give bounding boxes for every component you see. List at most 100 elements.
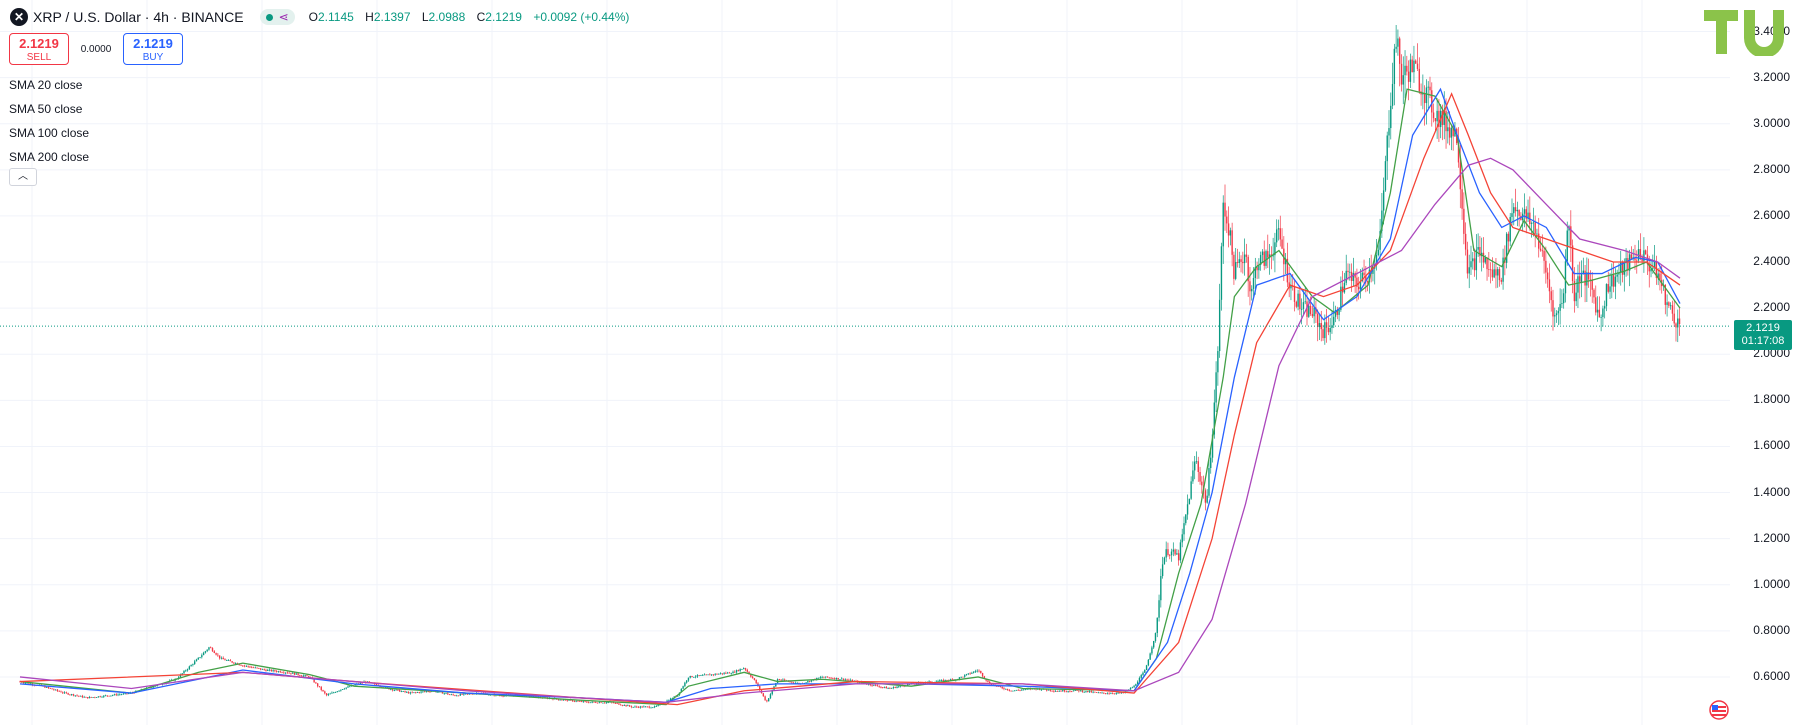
candle-body bbox=[1443, 110, 1445, 125]
candle-body bbox=[1206, 495, 1208, 503]
candle-body bbox=[1017, 689, 1019, 691]
sma-line-4[interactable] bbox=[19, 157, 1681, 703]
symbol-title[interactable]: XRP / U.S. Dollar · 4h · BINANCE bbox=[33, 9, 244, 25]
candle-body bbox=[1060, 690, 1062, 692]
candle-body bbox=[1441, 110, 1444, 125]
candle-body bbox=[46, 686, 48, 688]
candle-body bbox=[721, 673, 724, 675]
candle-body bbox=[445, 693, 447, 695]
candle-body bbox=[208, 647, 210, 650]
candle-body bbox=[324, 691, 326, 694]
candle-body bbox=[1183, 523, 1185, 535]
candle-body bbox=[1297, 293, 1299, 307]
sma-line-3[interactable] bbox=[19, 92, 1681, 706]
candle-body bbox=[152, 686, 155, 688]
candle-body bbox=[1056, 691, 1059, 692]
candle-body bbox=[1431, 90, 1433, 113]
candle-body bbox=[1345, 270, 1347, 283]
candle-body bbox=[1627, 258, 1629, 271]
candle-body bbox=[999, 686, 1002, 687]
candle-body bbox=[1003, 688, 1005, 690]
candle-body bbox=[1158, 600, 1160, 618]
candle-body bbox=[873, 684, 875, 686]
candle-body bbox=[723, 672, 725, 674]
candle-body bbox=[456, 695, 458, 697]
sell-button[interactable]: 2.1219 SELL bbox=[9, 33, 69, 65]
candle-body bbox=[775, 683, 777, 687]
candle-body bbox=[1664, 284, 1666, 305]
indicator-sma100[interactable]: SMA 100 close bbox=[9, 126, 90, 140]
candle-body bbox=[825, 676, 827, 678]
candle-body bbox=[256, 667, 258, 669]
candle-body bbox=[1409, 59, 1412, 82]
candle-body bbox=[1177, 553, 1180, 561]
candle-body bbox=[450, 694, 453, 696]
candle-body bbox=[217, 654, 219, 656]
candle-body bbox=[1445, 110, 1447, 132]
candle-body bbox=[318, 686, 321, 688]
candle-body bbox=[1192, 470, 1194, 482]
candle-body bbox=[108, 695, 110, 697]
candle-body bbox=[1179, 542, 1182, 561]
candle-body bbox=[306, 675, 308, 677]
candle-body bbox=[974, 671, 977, 672]
sma-line-2[interactable] bbox=[19, 87, 1681, 703]
candle-body bbox=[1154, 633, 1157, 641]
indicator-sma20[interactable]: SMA 20 close bbox=[9, 78, 83, 92]
candle-body bbox=[1482, 252, 1485, 263]
candle-body bbox=[1076, 690, 1078, 691]
candle-body bbox=[1586, 272, 1588, 286]
candle-body bbox=[965, 674, 968, 676]
candle-body bbox=[90, 696, 93, 698]
candle-body bbox=[79, 695, 82, 697]
candle-body bbox=[618, 703, 620, 705]
candle-body bbox=[361, 682, 363, 684]
candle-body bbox=[47, 686, 50, 688]
candle-body bbox=[1309, 305, 1312, 314]
candle-body bbox=[1573, 281, 1576, 302]
candle-body bbox=[78, 695, 80, 697]
candle-body bbox=[942, 679, 945, 682]
candle-body bbox=[637, 706, 640, 708]
indicator-sma50[interactable]: SMA 50 close bbox=[9, 102, 83, 116]
candle-body bbox=[703, 674, 706, 676]
candle-body bbox=[1299, 293, 1301, 310]
candle-body bbox=[630, 706, 633, 708]
us-flag-icon[interactable] bbox=[1708, 700, 1730, 720]
candle-body bbox=[411, 692, 413, 694]
candle-body bbox=[1561, 303, 1563, 304]
indicator-sma200[interactable]: SMA 200 close bbox=[9, 150, 90, 164]
candle-body bbox=[422, 691, 424, 693]
candle-body bbox=[277, 671, 280, 673]
buy-button[interactable]: 2.1219 BUY bbox=[123, 33, 183, 65]
tradingview-logo-icon[interactable] bbox=[1704, 10, 1792, 61]
candle-body bbox=[632, 706, 634, 708]
candle-body bbox=[1500, 280, 1502, 282]
collapse-legend-button[interactable]: ︿ bbox=[9, 168, 37, 186]
price-chart[interactable] bbox=[0, 0, 1730, 725]
sma-line-1[interactable] bbox=[19, 88, 1681, 706]
candle-body bbox=[281, 672, 283, 674]
candle-body bbox=[1295, 301, 1298, 307]
candle-body bbox=[1249, 281, 1251, 292]
candle-body bbox=[452, 694, 454, 696]
candle-body bbox=[685, 680, 688, 683]
candle-body bbox=[1452, 127, 1454, 137]
candle-body bbox=[1233, 254, 1235, 279]
candle-body bbox=[409, 692, 412, 694]
candle-body bbox=[247, 665, 249, 667]
status-pill[interactable]: ⋖ bbox=[259, 9, 295, 25]
candle-body bbox=[1149, 653, 1151, 660]
price-scale[interactable]: 3.4000 3.2000 3.0000 2.8000 2.6000 2.4000 2.20… bbox=[1730, 0, 1800, 725]
candle-body bbox=[242, 665, 244, 667]
candle-body bbox=[413, 692, 415, 694]
candle-body bbox=[94, 697, 96, 698]
candle-body bbox=[402, 691, 404, 692]
candle-body bbox=[420, 691, 422, 693]
candle-body bbox=[1238, 259, 1240, 264]
candle-body bbox=[404, 691, 406, 693]
candle-body bbox=[1234, 262, 1237, 279]
candle-body bbox=[1247, 256, 1249, 282]
chart-area[interactable] bbox=[0, 0, 1730, 725]
candle-body bbox=[1505, 233, 1508, 263]
